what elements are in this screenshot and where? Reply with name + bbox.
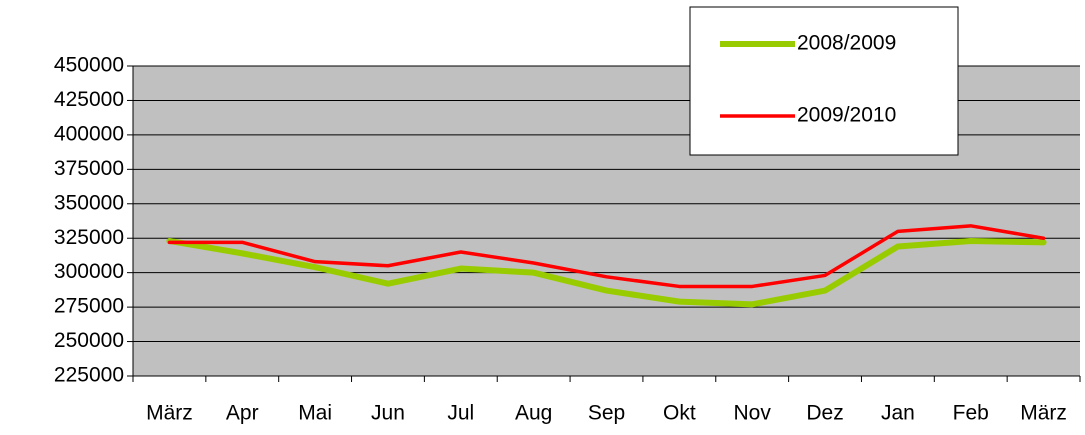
y-tick-label: 450000 xyxy=(54,54,124,77)
line-series xyxy=(167,224,1046,289)
x-tick-label: Feb xyxy=(953,402,989,425)
y-tick-label: 375000 xyxy=(54,157,124,180)
y-tick-label: 250000 xyxy=(54,329,124,352)
legend-label: 2008/2009 xyxy=(797,32,896,55)
y-tick-label: 225000 xyxy=(54,364,124,387)
y-tick-label: 325000 xyxy=(54,226,124,249)
x-tick-label: März xyxy=(1020,402,1067,425)
x-tick-label: Aug xyxy=(515,402,552,425)
x-tick-label: Sep xyxy=(588,402,625,425)
y-tick-label: 275000 xyxy=(54,295,124,318)
y-tick-label: 350000 xyxy=(54,191,124,214)
x-tick-label: Mai xyxy=(298,402,332,425)
x-tick-label: Jun xyxy=(371,402,405,425)
x-tick-label: Dez xyxy=(806,402,843,425)
legend-box xyxy=(689,6,959,156)
x-tick-label: Nov xyxy=(734,402,772,425)
y-tick-label: 400000 xyxy=(54,122,124,145)
line-series xyxy=(166,237,1047,308)
x-tick-label: Okt xyxy=(663,402,696,425)
x-tick-label: Jul xyxy=(447,402,474,425)
x-tick-label: März xyxy=(146,402,193,425)
y-tick-label: 425000 xyxy=(54,88,124,111)
x-tick-label: Apr xyxy=(226,402,259,425)
x-tick-label: Jan xyxy=(881,402,915,425)
y-tick-label: 300000 xyxy=(54,260,124,283)
legend-label: 2009/2010 xyxy=(797,104,896,127)
